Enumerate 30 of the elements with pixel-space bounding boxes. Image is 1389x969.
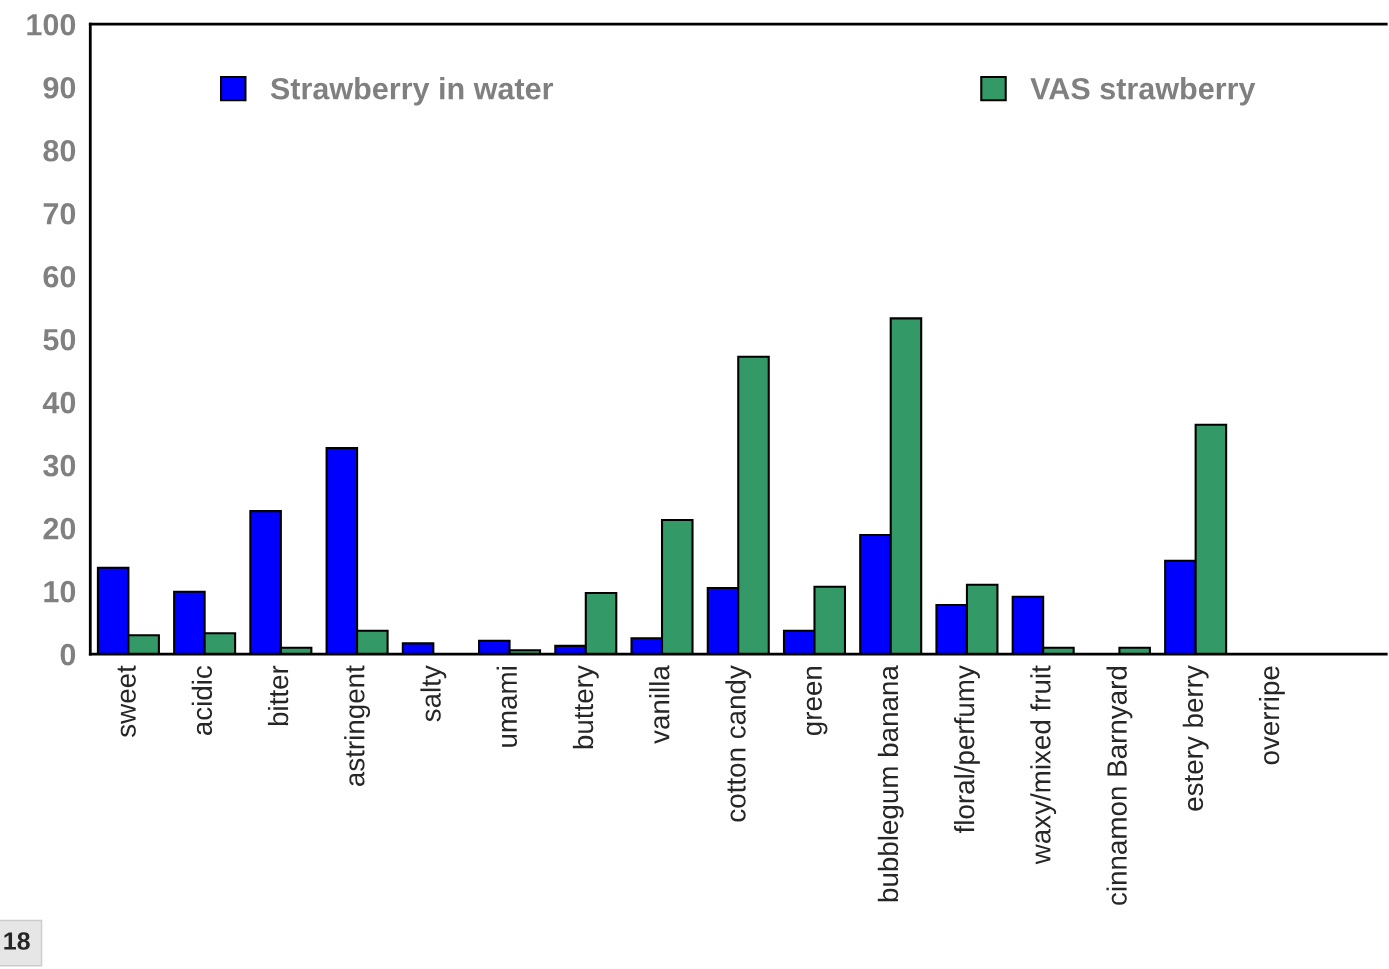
y-tick-label: 60 [43, 265, 76, 288]
x-tick-label: floral/perfumy [954, 665, 980, 834]
y-tick-label: 90 [43, 76, 76, 99]
x-tick-label: salty [420, 665, 447, 722]
x-tick-label: cinnamon Barnyard [1106, 666, 1133, 905]
y-tick-label: 100 [27, 13, 76, 36]
x-tick-label: sweet [117, 665, 136, 737]
y-tick-label: 0 [60, 643, 76, 666]
y-tick-label: 40 [42, 391, 76, 414]
y-tick-label: 30 [43, 454, 76, 477]
x-tick-label: bitter [267, 665, 289, 726]
x-tick-label: overripe [1258, 666, 1285, 765]
x-tick-label: estery berry [1182, 665, 1209, 811]
y-tick-label: 50 [43, 328, 76, 351]
y-tick-label: 20 [43, 517, 76, 540]
x-tick-label: vanilla [649, 665, 670, 744]
x-tick-label: buttery [572, 665, 599, 749]
y-tick-label: 70 [43, 202, 76, 225]
x-tick-label: cotton candy [725, 665, 752, 822]
legend-label: VAS strawberry [1030, 77, 1256, 106]
x-tick-label: acidic [191, 665, 213, 736]
x-tick-label: astringent [344, 665, 371, 786]
y-tick-label: 80 [43, 139, 76, 162]
text: 18 [4, 932, 30, 950]
x-tick-label: waxy/mixed fruit [1030, 665, 1057, 865]
x-tick-label: green [806, 666, 828, 736]
x-tick-label: bubblegum banana [877, 665, 904, 902]
y-tick-label: 10 [44, 580, 76, 603]
legend-label: Strawberry in water [270, 77, 554, 106]
x-tick-label: umami [496, 667, 518, 747]
